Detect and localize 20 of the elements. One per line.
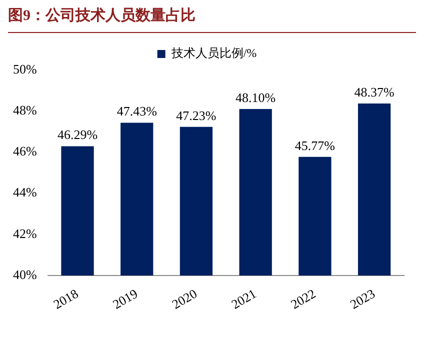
data-label: 47.43% [116, 104, 158, 119]
x-tick-label: 2022 [288, 286, 318, 312]
y-tick-label: 46% [12, 144, 37, 159]
data-label: 48.10% [236, 90, 276, 105]
data-label: 48.37% [354, 84, 395, 100]
y-tick-label: 40% [12, 266, 37, 282]
legend-label: 技术人员比例/% [170, 46, 257, 60]
y-tick-label: 50% [12, 61, 37, 76]
data-label: 47.23% [176, 108, 216, 123]
data-label: 45.77% [294, 138, 336, 153]
x-tick-label: 2018 [50, 286, 81, 312]
chart-title: 图9：公司技术人员数量占比 [8, 6, 196, 25]
y-tick-label: 44% [12, 184, 37, 200]
data-label: 46.29% [57, 127, 98, 142]
x-tick-label: 2019 [110, 286, 140, 312]
x-tick-label: 2023 [348, 286, 378, 312]
x-tick-label: 2021 [228, 286, 259, 312]
y-tick-label: 42% [12, 226, 37, 241]
y-tick-label: 48% [12, 102, 37, 118]
x-tick-label: 2020 [169, 286, 200, 312]
